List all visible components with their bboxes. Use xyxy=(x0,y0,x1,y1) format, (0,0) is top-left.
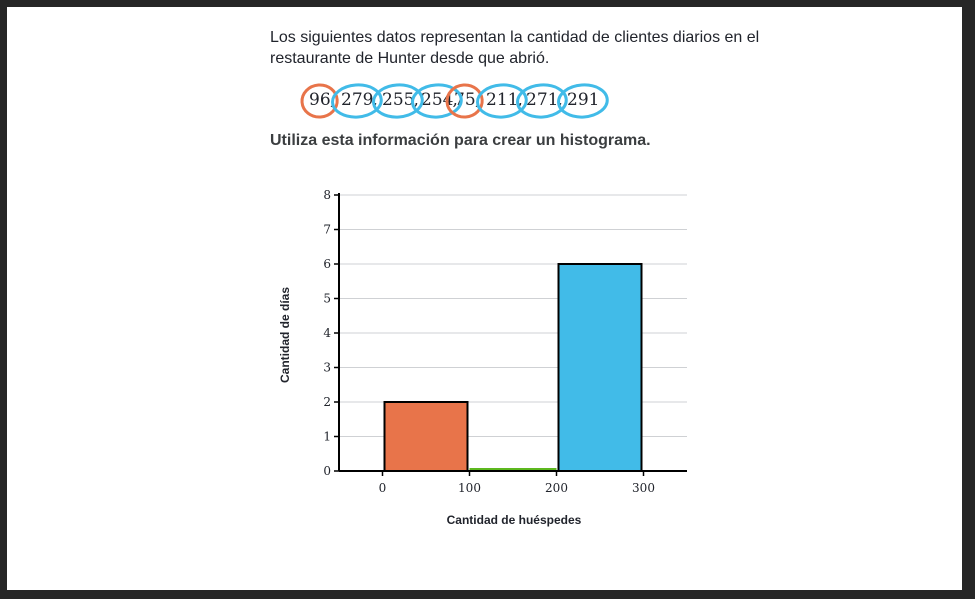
circle-mark xyxy=(300,83,339,119)
value-separator: , xyxy=(413,90,419,110)
circle-mark xyxy=(476,83,528,119)
annotation-circles xyxy=(300,83,609,119)
value-separator: , xyxy=(452,90,458,110)
histogram-chart[interactable]: 0 1 2 3 4 5 6 7 8 0 100 200 300 Cantidad de huéspedes… xyxy=(269,182,709,542)
histogram-bar[interactable] xyxy=(383,401,469,472)
circle-mark xyxy=(411,83,463,119)
data-value: 271 xyxy=(526,90,559,110)
circle-mark xyxy=(331,83,383,119)
y-tick-label: 4 xyxy=(323,326,331,340)
data-value: 279 xyxy=(341,90,374,110)
histogram-bar[interactable] xyxy=(557,263,643,472)
y-tick-label: 3 xyxy=(323,361,331,375)
circle-mark xyxy=(445,83,484,119)
value-separator: , xyxy=(517,90,523,110)
y-tick-label: 6 xyxy=(323,257,331,271)
content-panel: Los siguientes datos representan la cant… xyxy=(7,7,962,590)
x-tick-label: 0 xyxy=(379,481,387,495)
data-value: 96 xyxy=(309,90,331,110)
question-text: Los siguientes datos representan la cant… xyxy=(270,29,760,67)
y-tick-label: 8 xyxy=(323,188,331,202)
circle-mark xyxy=(557,83,609,119)
x-axis-title: Cantidad de huéspedes xyxy=(447,513,582,527)
x-tick-label: 300 xyxy=(632,481,655,495)
data-value: 254 xyxy=(421,90,454,110)
instruction-text: Utiliza esta información para crear un h… xyxy=(270,132,651,149)
y-tick-label: 7 xyxy=(323,223,331,237)
y-tick-label: 1 xyxy=(323,430,331,444)
y-axis-title: Cantidad de días xyxy=(278,287,292,383)
x-tick-label: 200 xyxy=(545,481,568,495)
y-tick-label: 5 xyxy=(323,292,331,306)
circle-mark xyxy=(372,83,424,119)
data-value: 255 xyxy=(382,90,415,110)
data-value: 291 xyxy=(567,90,600,110)
x-tick-label: 100 xyxy=(458,481,481,495)
circle-mark xyxy=(516,83,568,119)
y-tick-label: 0 xyxy=(323,464,331,478)
data-value: 211 xyxy=(486,90,519,110)
y-tick-label: 2 xyxy=(323,395,331,409)
